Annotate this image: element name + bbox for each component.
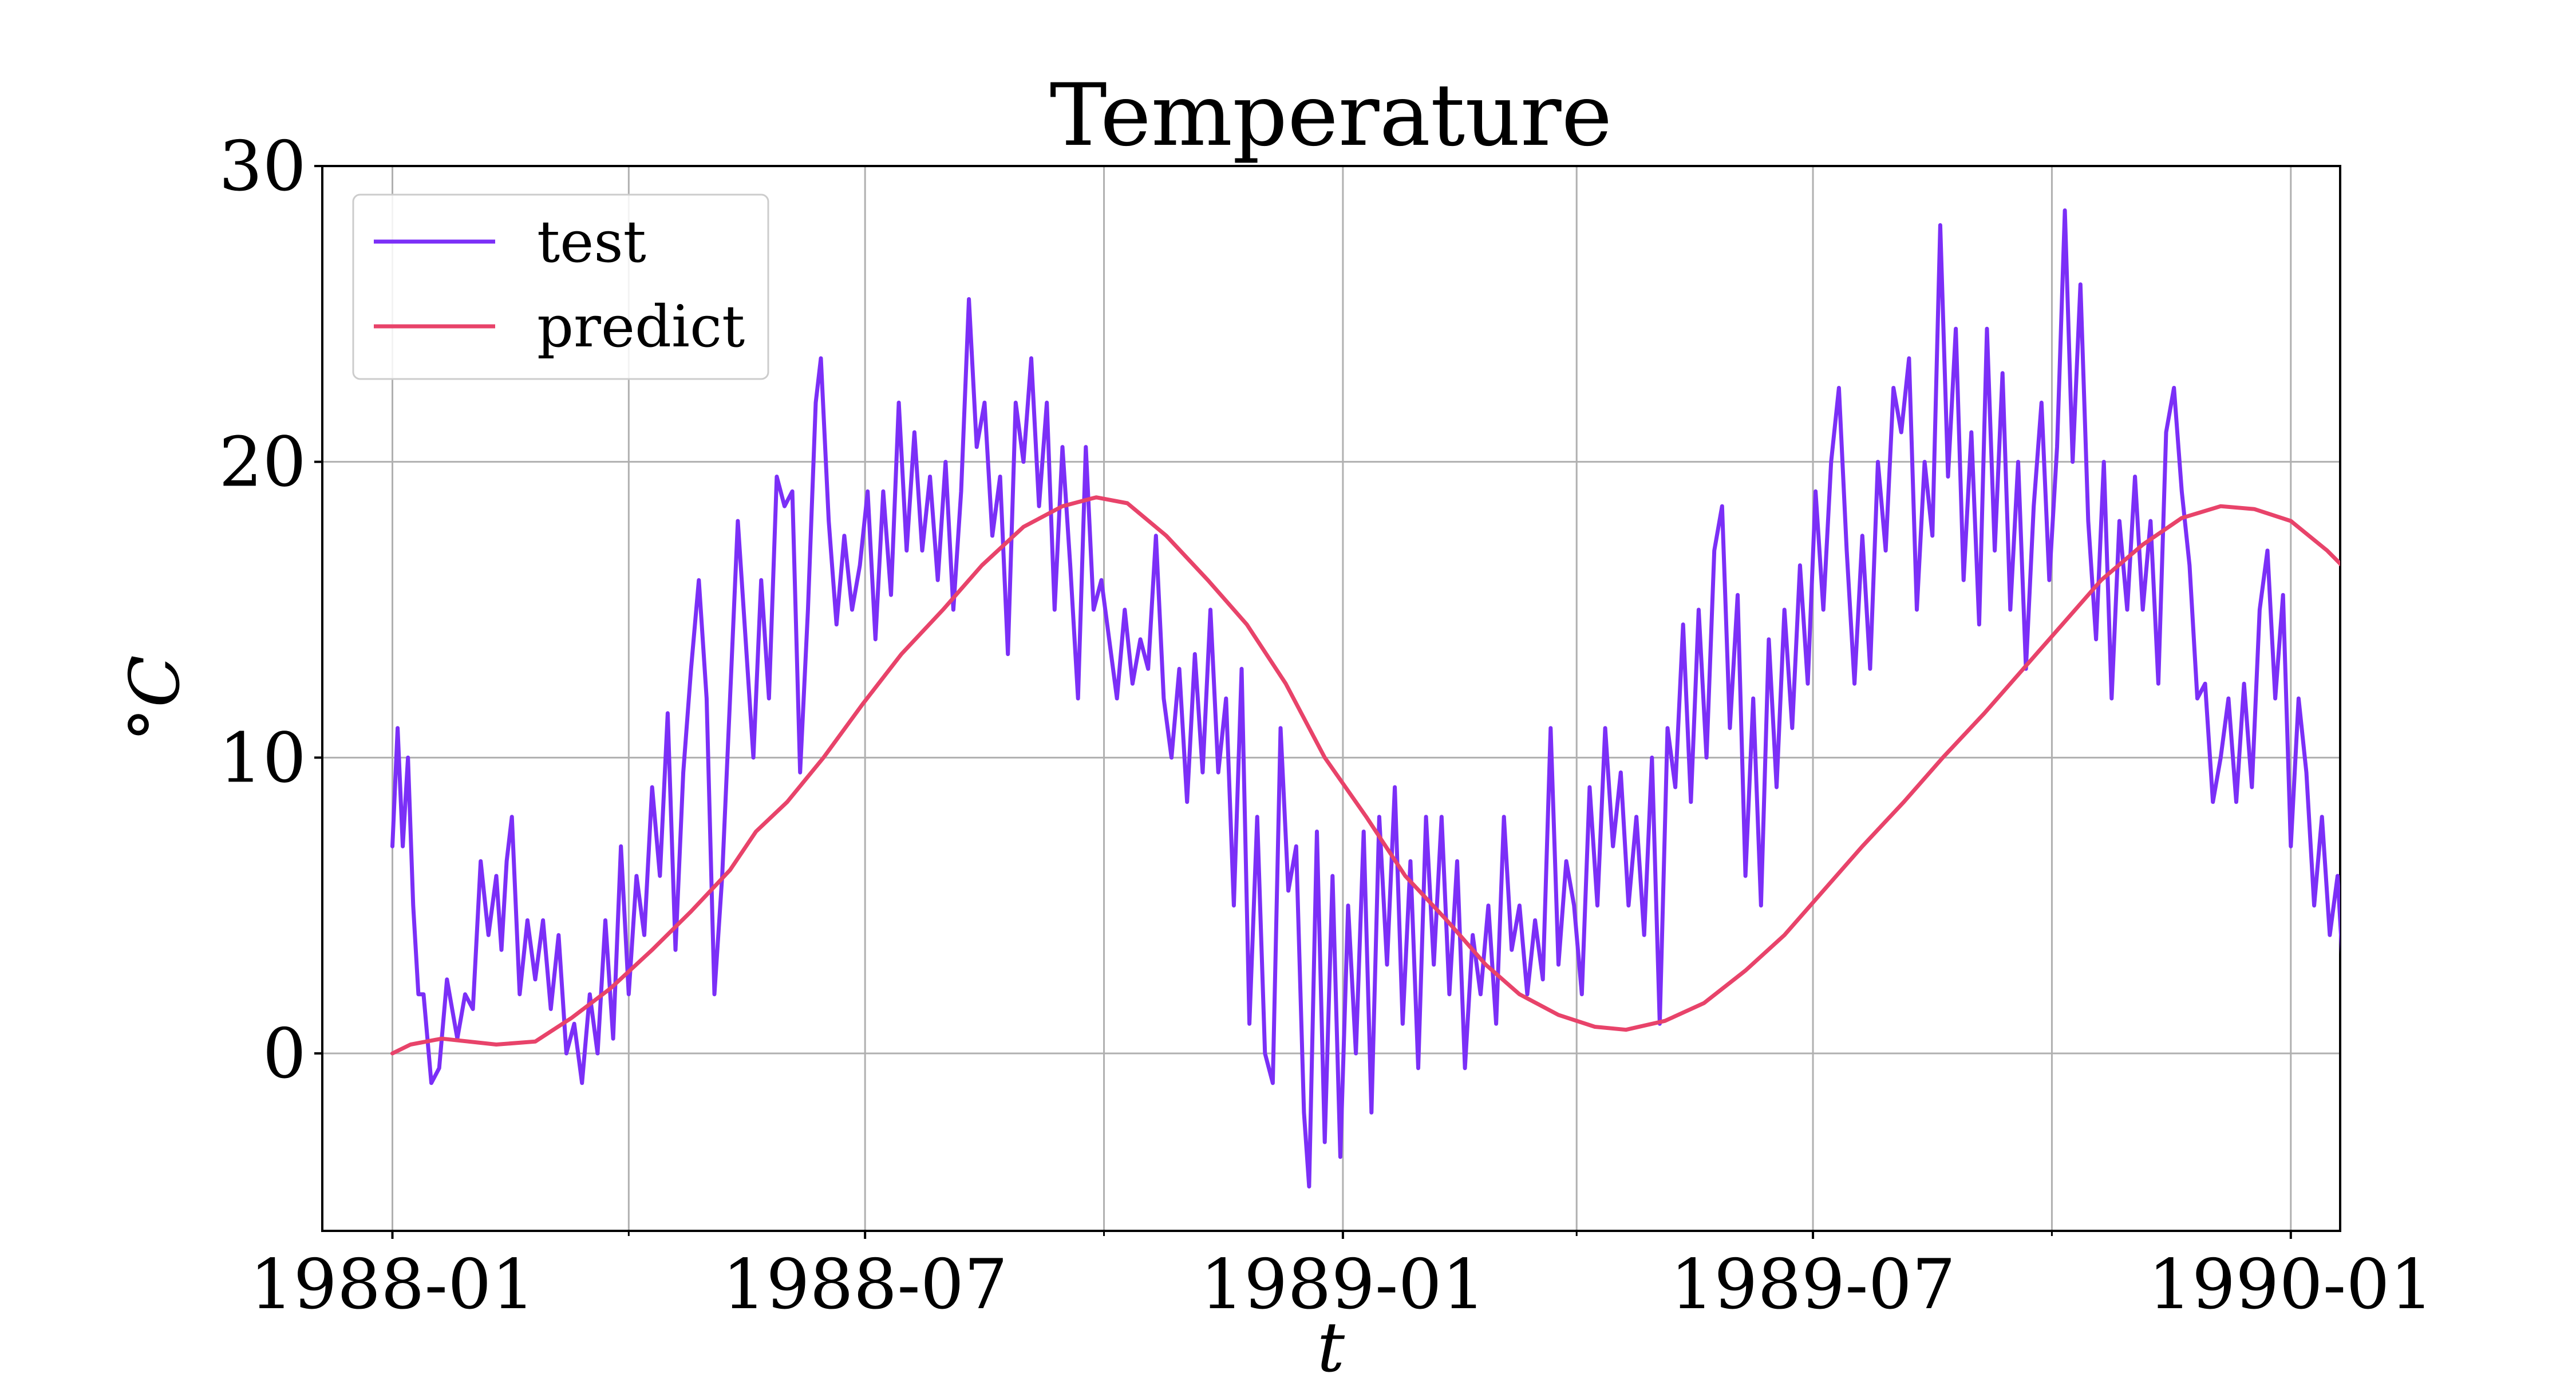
series-line-test: [390, 208, 2340, 1189]
series-line-predict: [390, 495, 2340, 1056]
y-tick-label: 10: [219, 718, 306, 798]
y-tick-label: 30: [219, 127, 306, 207]
x-tick-label: 1990-01: [2148, 1245, 2433, 1325]
plot-frame: [321, 165, 2341, 1232]
legend: test predict: [352, 194, 769, 380]
x-tick-label: 1989-07: [1670, 1245, 1956, 1325]
y-axis: 0 10 20 30: [219, 127, 322, 1094]
legend-label-predict: predict: [537, 293, 745, 360]
x-tick-label: 1989-01: [1200, 1245, 1486, 1325]
x-axis: 1988-01 1988-07 1989-01 1989-07 1990-01: [250, 1231, 2433, 1325]
legend-label-test: test: [537, 208, 646, 275]
y-tick-label: 0: [263, 1014, 306, 1094]
x-tick-label: 1988-01: [250, 1245, 535, 1325]
x-axis-label: t: [1317, 1308, 1345, 1374]
x-tick-label: 1988-07: [722, 1245, 1008, 1325]
series-lines: [390, 208, 2340, 1189]
y-tick-label: 20: [219, 423, 306, 503]
y-axis-label: °C: [116, 655, 195, 742]
chart-title: Temperature: [1050, 66, 1613, 165]
